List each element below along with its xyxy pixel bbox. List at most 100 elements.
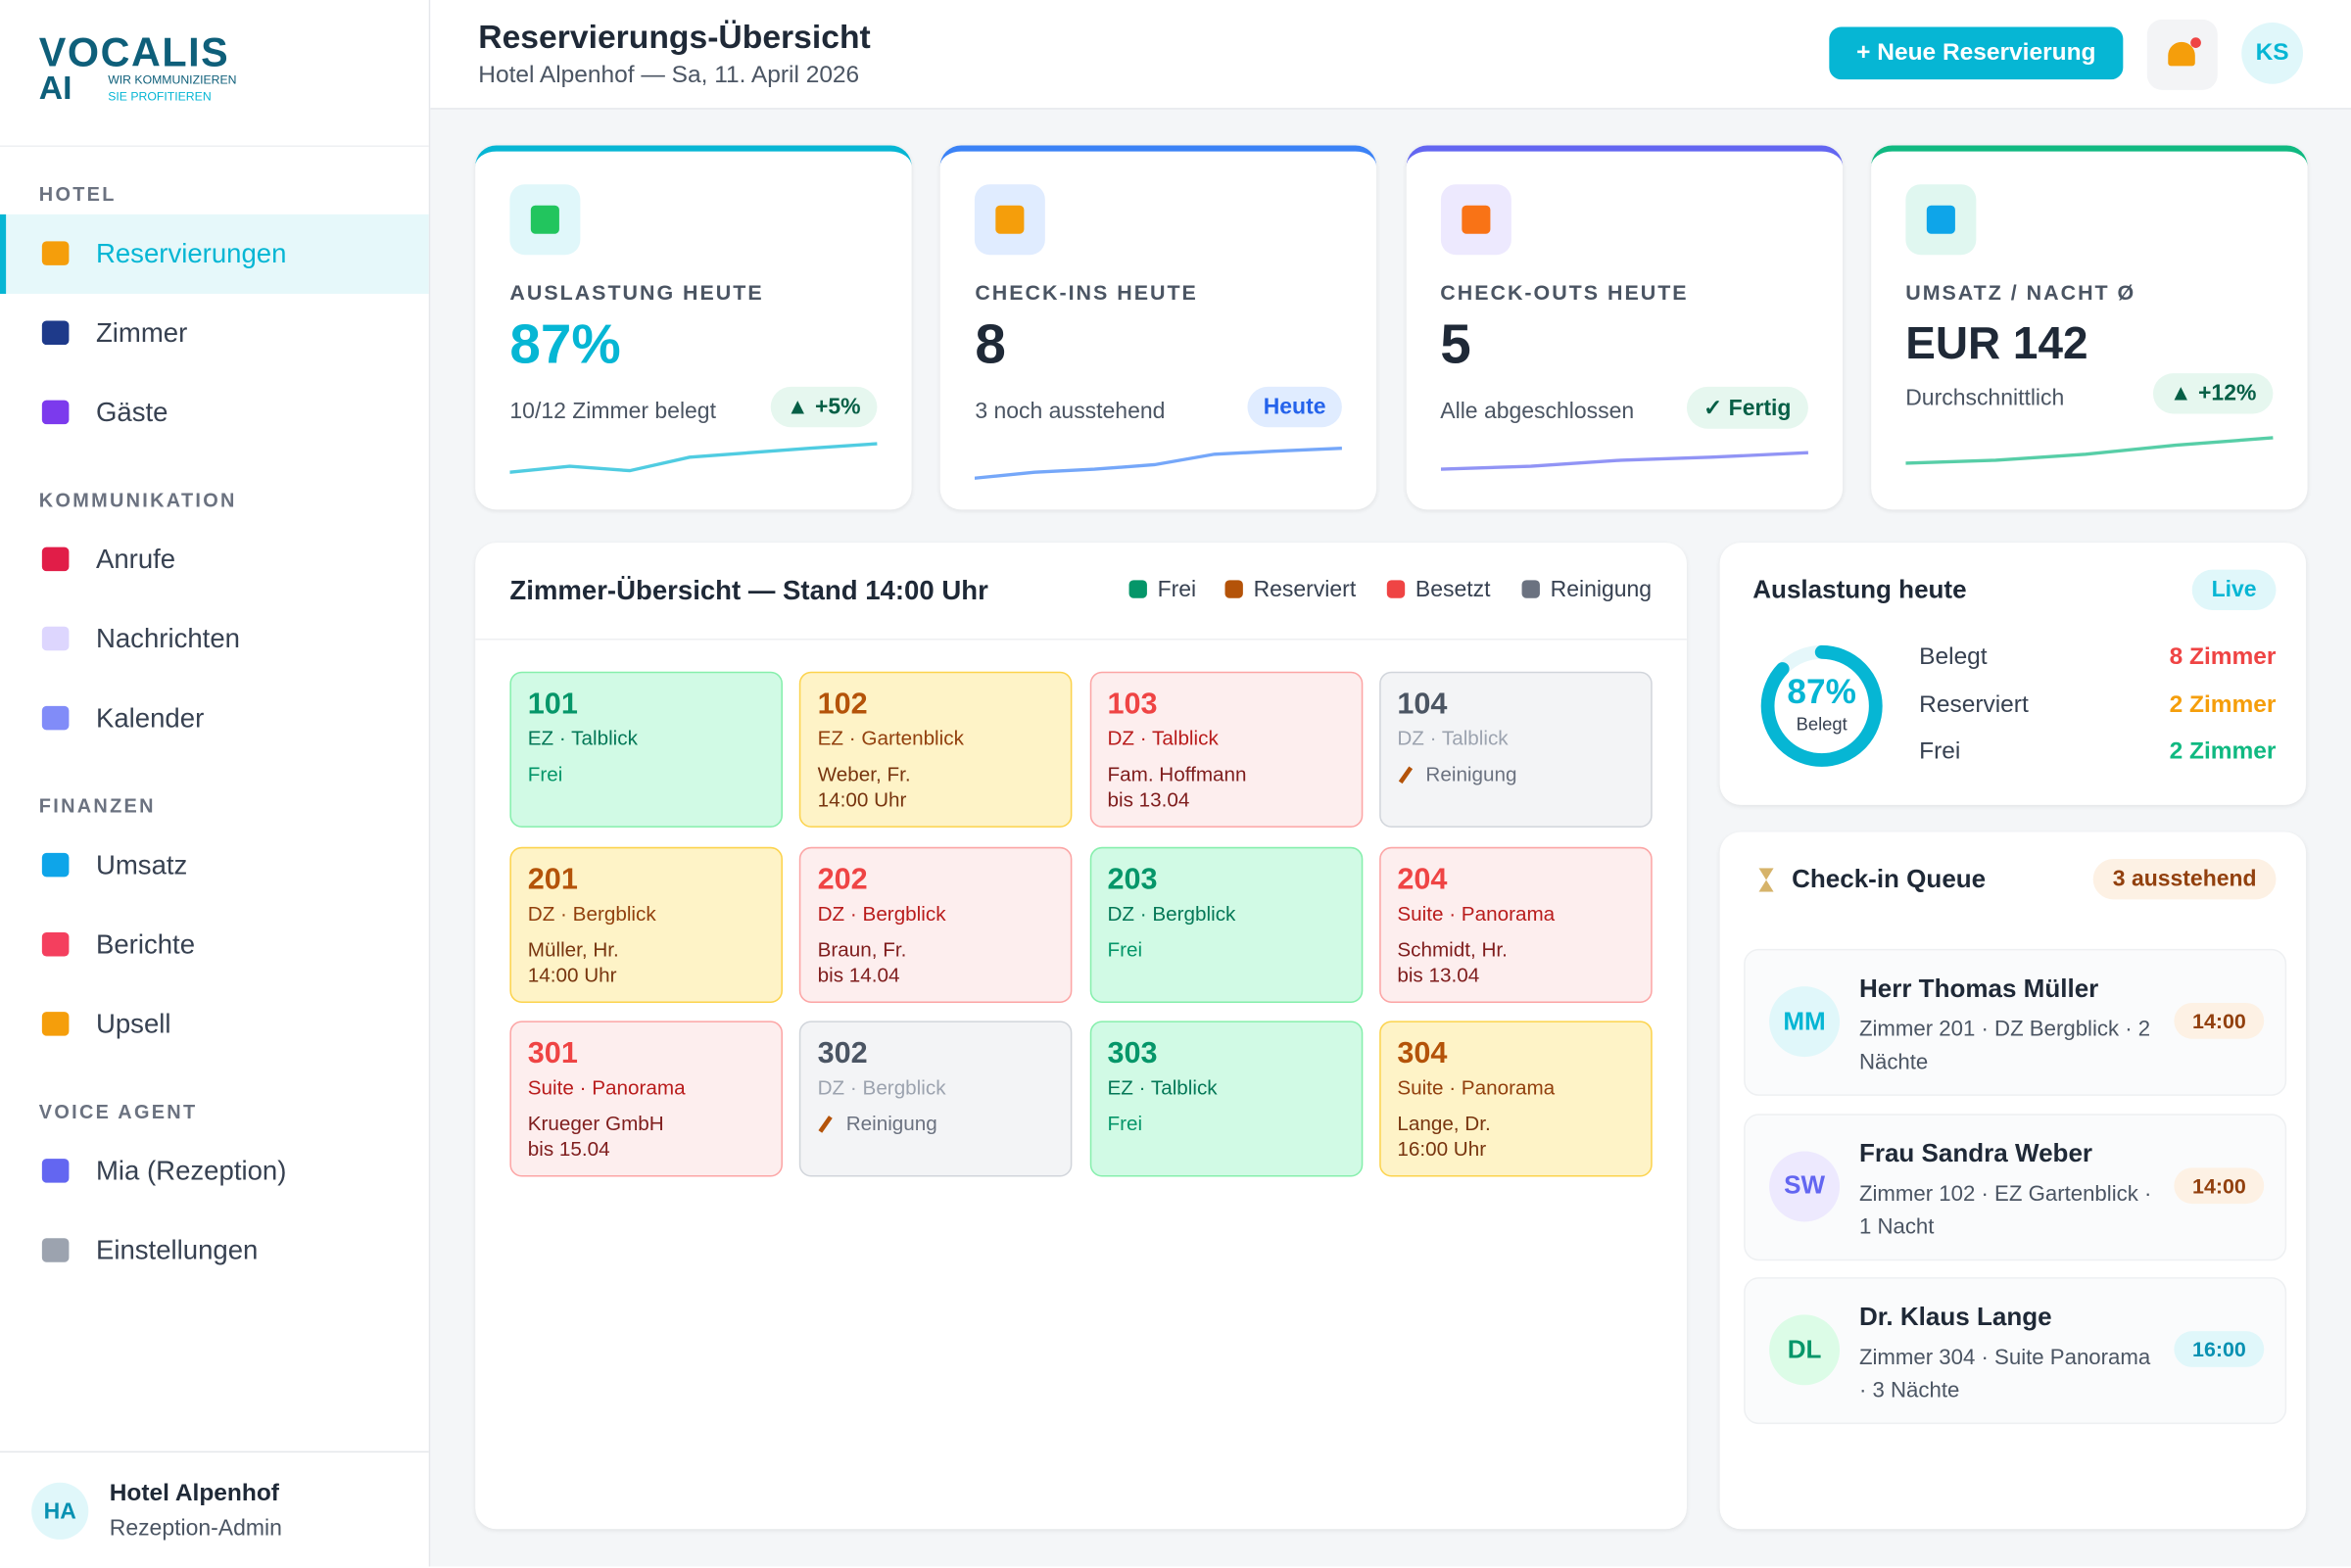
kpi-label: UMSATZ / NACHT Ø: [1905, 280, 2136, 305]
new-reservation-button[interactable]: + Neue Reservierung: [1829, 26, 2124, 80]
queue-item[interactable]: SW Frau Sandra Weber Zimmer 102 · EZ Garte…: [1744, 1113, 2287, 1260]
occupancy-count: 2 Zimmer: [2169, 738, 2277, 765]
nav-icon: [41, 400, 70, 425]
room-info: Reinigung: [1397, 762, 1634, 787]
kpi-note: 3 noch ausstehend: [975, 399, 1166, 425]
room-number: 303: [1107, 1037, 1158, 1070]
brand-tagline: WIR KOMMUNIZIEREN: [108, 72, 237, 87]
bell-icon: [2168, 41, 2195, 67]
nav-heading: FINANZEN: [38, 794, 156, 818]
queue-item[interactable]: MM Herr Thomas Müller Zimmer 201 · DZ Berg…: [1744, 948, 2287, 1096]
kpi-card: AUSLASTUNG HEUTE 87% 10/12 Zimmer belegt ▲ …: [475, 145, 912, 510]
nav-item[interactable]: Kalender: [0, 679, 429, 758]
nav-item[interactable]: Umsatz: [0, 826, 429, 905]
sparkline-path: [1905, 436, 2274, 465]
room-card[interactable]: 204 Suite · Panorama Schmidt, Hr. bis 13.04: [1378, 846, 1653, 1003]
room-info: Krueger GmbH: [527, 1112, 664, 1135]
room-number: 302: [817, 1037, 868, 1070]
kpi-value: 8: [975, 312, 1006, 375]
nav-label: Gäste: [95, 397, 168, 428]
room-type: EZ · Gartenblick: [817, 727, 964, 750]
room-card[interactable]: 303 EZ · Talblick Frei: [1089, 1021, 1363, 1177]
guest-name: Frau Sandra Weber: [1858, 1138, 2093, 1167]
room-info: Müller, Hr.: [527, 937, 619, 961]
broom-icon: [818, 1116, 834, 1133]
occupancy-title: Auslastung heute: [1752, 575, 1967, 604]
kpi-badge: Heute: [1246, 386, 1343, 428]
kpi-label: CHECK-INS HEUTE: [975, 280, 1198, 305]
kpi-icon: [975, 184, 1046, 256]
nav-item[interactable]: Reservierungen: [0, 214, 429, 294]
nav-item[interactable]: Mia (Rezeption): [0, 1132, 429, 1212]
nav-item[interactable]: Zimmer: [0, 294, 429, 373]
nav-icon: [41, 1238, 70, 1262]
occupancy-card: Auslastung heute Live 87% Belegt Belegt 8 Zim…: [1719, 543, 2307, 805]
nav-icon: [41, 1159, 70, 1183]
kpi-icon-glyph: [1461, 205, 1490, 234]
legend-label: Reserviert: [1253, 577, 1357, 603]
guest-detail: Zimmer 102 · EZ Gartenblick · 1 Nacht: [1858, 1181, 2152, 1240]
kpi-icon-glyph: [530, 205, 559, 234]
sidebar: VOCALIS AI WIR KOMMUNIZIEREN SIE PROFITIERE…: [0, 0, 431, 1568]
kpi-icon: [1440, 184, 1511, 256]
room-card[interactable]: 102 EZ · Gartenblick Weber, Fr. 14:00 Uhr: [799, 671, 1073, 828]
nav-item[interactable]: Gäste: [0, 373, 429, 452]
room-card[interactable]: 201 DZ · Bergblick Müller, Hr. 14:00 Uhr: [509, 846, 783, 1003]
room-card[interactable]: 304 Suite · Panorama Lange, Dr. 16:00 Uhr: [1378, 1021, 1653, 1177]
nav-item[interactable]: Einstellungen: [0, 1212, 429, 1291]
nav-icon: [41, 1012, 70, 1036]
room-card[interactable]: 104 DZ · Talblick Reinigung: [1378, 671, 1653, 828]
header: Reservierungs-Übersicht Hotel Alpenhof — …: [430, 0, 2351, 110]
room-card[interactable]: 202 DZ · Bergblick Braun, Fr. bis 14.04: [799, 846, 1073, 1003]
room-card[interactable]: 301 Suite · Panorama Krueger GmbH bis 15.04: [509, 1021, 783, 1177]
guest-name: Herr Thomas Müller: [1858, 974, 2099, 1003]
nav-label: Kalender: [95, 702, 205, 734]
nav-item[interactable]: Upsell: [0, 985, 429, 1065]
nav-item[interactable]: Nachrichten: [0, 599, 429, 679]
room-number: 203: [1107, 862, 1158, 896]
nav-item[interactable]: Berichte: [0, 905, 429, 984]
room-card[interactable]: 203 DZ · Bergblick Frei: [1089, 846, 1363, 1003]
page-title: Reservierungs-Übersicht: [478, 18, 871, 56]
room-info: Frei: [1107, 937, 1143, 961]
room-number: 204: [1397, 862, 1448, 896]
queue-item[interactable]: DL Dr. Klaus Lange Zimmer 304 · Suite Pano…: [1744, 1277, 2287, 1425]
nav-label: Einstellungen: [95, 1235, 259, 1265]
nav-label: Umsatz: [95, 849, 188, 880]
room-info: bis 14.04: [817, 963, 900, 986]
guest-name: Dr. Klaus Lange: [1858, 1303, 2052, 1332]
kpi-label: AUSLASTUNG HEUTE: [509, 280, 764, 305]
room-panel: Zimmer-Übersicht — Stand 14:00 Uhr Frei Re…: [475, 543, 1687, 1530]
sparkline-path: [509, 442, 878, 474]
account: HA Hotel Alpenhof Rezeption-Admin: [0, 1450, 429, 1568]
donut-caption: Belegt: [1796, 713, 1847, 735]
room-card[interactable]: 101 EZ · Talblick Frei: [509, 671, 783, 828]
brand-tagline: SIE PROFITIEREN: [108, 89, 212, 104]
sparkline: [1905, 436, 2274, 465]
checkin-queue-card: Check-in Queue 3 ausstehend MM Herr Thomas …: [1719, 832, 2307, 1530]
nav-item[interactable]: Anrufe: [0, 520, 429, 599]
room-number: 101: [527, 688, 578, 722]
kpi-note: Durchschnittlich: [1905, 385, 2065, 411]
room-info: Weber, Fr.: [817, 763, 911, 786]
nav-icon: [41, 546, 70, 572]
room-info: Lange, Dr.: [1397, 1112, 1491, 1135]
user-avatar[interactable]: KS: [2241, 22, 2304, 84]
guest-time: 14:00: [2174, 1002, 2265, 1039]
divider: [475, 639, 1687, 641]
nav-label: Mia (Rezeption): [95, 1156, 287, 1186]
nav-icon: [41, 626, 70, 651]
room-card[interactable]: 103 DZ · Talblick Fam. Hoffmann bis 13.04: [1089, 671, 1363, 828]
brand-name: VOCALIS: [38, 29, 230, 75]
room-number: 103: [1107, 688, 1158, 722]
notifications-button[interactable]: [2146, 19, 2218, 90]
room-info: Braun, Fr.: [817, 937, 907, 961]
donut-arc: [1760, 644, 1883, 767]
kpi-icon-glyph: [995, 205, 1025, 234]
room-info: 16:00 Uhr: [1397, 1137, 1487, 1161]
room-info: Frei: [527, 763, 563, 786]
legend-label: Reinigung: [1550, 577, 1653, 603]
room-card[interactable]: 302 DZ · Bergblick Reinigung: [799, 1021, 1073, 1177]
sparkline: [975, 446, 1343, 480]
